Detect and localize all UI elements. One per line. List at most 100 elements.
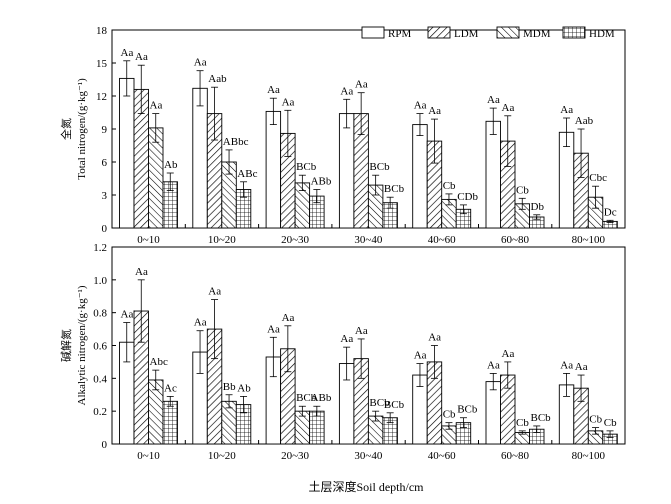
significance-label: Aa xyxy=(487,359,500,371)
bar-rpm xyxy=(485,120,501,229)
bar-rpm xyxy=(485,381,501,445)
y-tick-label: 1.2 xyxy=(93,242,107,254)
x-axis-label: 土层深度Soil depth/cm xyxy=(309,479,425,494)
significance-label: BCb xyxy=(384,183,405,195)
significance-label: Aa xyxy=(560,104,573,116)
significance-label: Aa xyxy=(135,266,148,278)
significance-label: Ab xyxy=(237,382,251,394)
significance-label: Aa xyxy=(194,317,207,329)
y-axis-label-cn: 全氮 xyxy=(59,118,73,140)
significance-label: Aa xyxy=(428,332,441,344)
x-tick-label: 10~20 xyxy=(208,450,236,462)
y-axis-label: Total nitrogen/(g·kg⁻¹) xyxy=(76,78,88,180)
y-tick-label: 15 xyxy=(96,58,108,70)
y-tick-label: 0.4 xyxy=(93,373,107,385)
significance-label: ABb xyxy=(311,176,332,188)
y-tick-label: 9 xyxy=(102,124,108,136)
significance-label: BCb xyxy=(296,392,317,404)
y-tick-label: 12 xyxy=(96,91,107,103)
y-tick-label: 0.8 xyxy=(93,308,107,320)
significance-label: Aa xyxy=(340,85,353,97)
x-tick-label: 30~40 xyxy=(354,450,382,462)
significance-label: Aa xyxy=(340,333,353,345)
y-tick-label: 3 xyxy=(102,190,108,202)
x-tick-label: 40~60 xyxy=(428,234,456,246)
legend-swatch-hdm xyxy=(562,26,586,39)
significance-label: Aa xyxy=(414,100,427,112)
significance-label: Aa xyxy=(487,94,500,106)
significance-label: Aa xyxy=(150,100,163,112)
significance-label: Aa xyxy=(121,47,134,59)
significance-label: BCb xyxy=(296,161,317,173)
bar-hdm xyxy=(162,400,178,445)
significance-label: Cb xyxy=(443,409,456,421)
significance-label: BCb xyxy=(384,399,405,411)
significance-label: Aa xyxy=(194,57,207,69)
x-tick-label: 20~30 xyxy=(281,234,309,246)
significance-label: Cb xyxy=(589,414,602,426)
significance-label: Aa xyxy=(575,361,588,373)
bar-rpm xyxy=(192,87,208,229)
significance-label: Aa xyxy=(135,51,148,63)
significance-label: BCb xyxy=(457,404,478,416)
significance-label: Aa xyxy=(560,359,573,371)
legend-label: LDM xyxy=(454,28,479,40)
legend-swatch-mdm xyxy=(496,26,520,39)
y-axis-label: Alkalytic nitrogen/(g·kg⁻¹) xyxy=(76,285,88,405)
bar-mdm xyxy=(148,127,164,229)
significance-label: ABc xyxy=(237,168,257,180)
significance-label: BCb xyxy=(369,161,390,173)
significance-label: CDb xyxy=(457,191,478,203)
significance-label: Cb xyxy=(516,184,529,196)
bar-rpm xyxy=(265,110,282,229)
significance-label: Aa xyxy=(267,84,280,96)
bar-rpm xyxy=(338,113,355,229)
significance-label: Cb xyxy=(604,417,617,429)
significance-label: ABbc xyxy=(223,136,249,148)
significance-label: Aab xyxy=(575,115,594,127)
significance-label: Dc xyxy=(604,206,617,218)
x-tick-label: 0~10 xyxy=(137,234,160,246)
alkalytic-nitrogen-panel: 0 0.2 0.4 0.6 0.8 1.0 1.2 Alkalytic nitrogen/(g… xyxy=(59,242,626,462)
y-tick-label: 18 xyxy=(96,25,108,37)
significance-label: Aa xyxy=(355,325,368,337)
y-tick-label: 0.2 xyxy=(93,406,107,418)
y-tick-label: 1.0 xyxy=(93,275,107,287)
bar-rpm xyxy=(412,124,428,229)
significance-label: Aa xyxy=(428,105,441,117)
significance-label: BCb xyxy=(531,412,552,424)
x-tick-label: 30~40 xyxy=(354,234,382,246)
legend-swatch-ldm xyxy=(427,26,451,39)
significance-label: Aa xyxy=(282,312,295,324)
significance-label: Aa xyxy=(355,79,368,91)
bar-rpm xyxy=(119,77,135,229)
legend-label: MDM xyxy=(523,28,551,40)
x-tick-label: 80~100 xyxy=(572,450,606,462)
x-tick-label: 0~10 xyxy=(137,450,160,462)
y-tick-label: 0 xyxy=(102,223,108,235)
legend: RPM LDM MDM HDM xyxy=(361,26,615,40)
x-tick-label: 40~60 xyxy=(428,450,456,462)
significance-label: Aa xyxy=(502,102,515,114)
y-tick-label: 0.6 xyxy=(93,341,107,353)
x-tick-label: 10~20 xyxy=(208,234,236,246)
total-nitrogen-panel: 0 3 6 9 12 15 18 Total nitrogen/(g·kg⁻¹)全氮 0~10 A… xyxy=(59,25,626,246)
legend-swatch-rpm xyxy=(361,26,385,39)
x-tick-label: 80~100 xyxy=(572,234,606,246)
y-tick-label: 0 xyxy=(102,439,108,451)
x-tick-label: 20~30 xyxy=(281,450,309,462)
significance-label: Cb xyxy=(443,180,456,192)
significance-label: Aa xyxy=(208,286,221,298)
significance-label: Abc xyxy=(150,356,168,368)
significance-label: Aab xyxy=(208,73,227,85)
significance-label: BCb xyxy=(369,397,390,409)
y-axis-label-cn: 碱解氮 xyxy=(59,329,73,362)
significance-label: Aa xyxy=(267,323,280,335)
y-tick-label: 6 xyxy=(102,157,108,169)
x-tick-label: 60~80 xyxy=(501,450,529,462)
legend-label: RPM xyxy=(388,28,411,40)
significance-label: Aa xyxy=(282,96,295,108)
significance-label: Cbc xyxy=(589,172,607,184)
significance-label: Cb xyxy=(516,417,529,429)
significance-label: ABb xyxy=(311,392,332,404)
